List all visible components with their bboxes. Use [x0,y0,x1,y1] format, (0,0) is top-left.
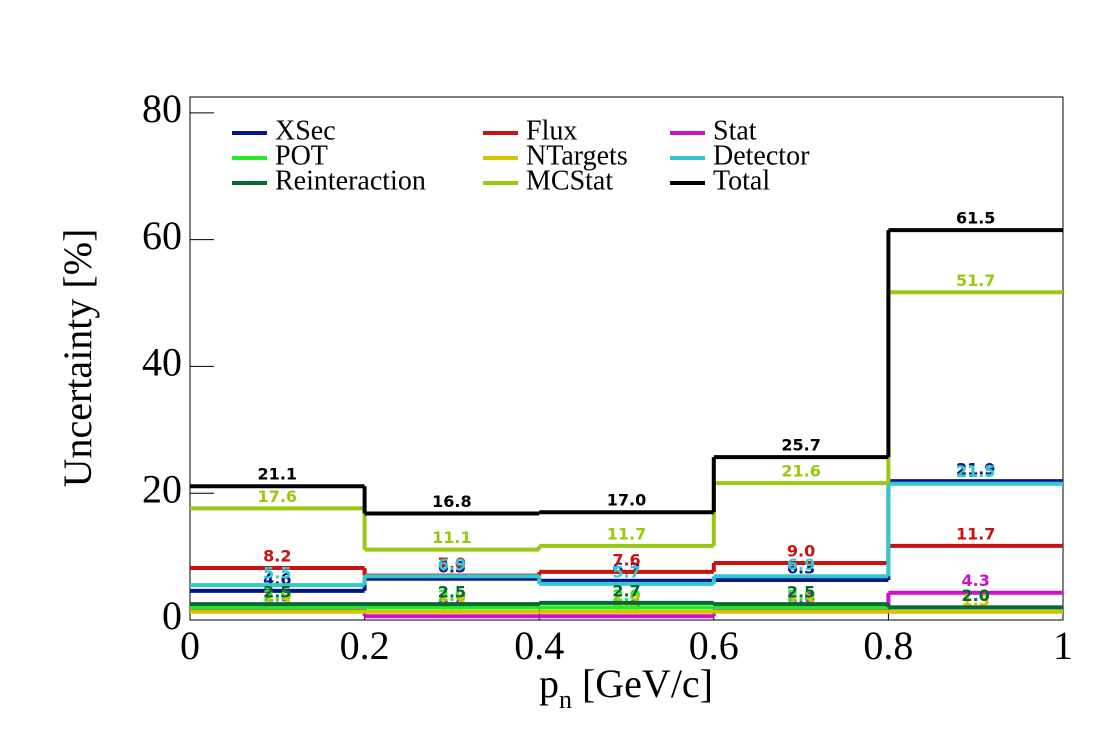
x-tick-label: 0.8 [863,623,913,668]
value-label: 11.7 [956,524,995,543]
x-label-main: p [539,661,559,706]
value-label: 8.2 [263,547,291,566]
y-tick-label: 0 [162,593,182,638]
x-label-sub: n [559,685,572,714]
y-axis-label: Uncertainty [%] [55,229,100,488]
legend-label: POT [275,140,328,171]
value-label: 21.5 [956,462,995,481]
legend-label: Flux [526,115,577,146]
value-label: 9.0 [787,541,815,560]
value-label: 21.9 [956,460,995,479]
value-label: 5.7 [612,562,640,581]
x-tick-label: 0 [180,623,200,668]
value-label: 6.9 [438,555,466,574]
value-label: 7.0 [438,554,466,573]
x-tick-label: 0.2 [340,623,390,668]
x-tick-label: 0.4 [514,623,564,668]
value-label: 5.5 [263,564,291,583]
value-label: 2.0 [263,586,291,605]
value-label: 2.5 [787,583,815,602]
x-tick-label: 1 [1053,623,1073,668]
x-label-rest: [GeV/c] [572,661,713,706]
value-label: 2.0 [438,586,466,605]
value-label: 21.1 [258,465,297,484]
y-tick-label: 40 [142,340,182,385]
legend-label: Reinteraction [275,165,426,196]
legend-label: NTargets [526,140,628,171]
y-tick-label: 80 [142,86,182,131]
value-label: 16.8 [432,492,471,511]
value-label: 1.9 [263,586,291,605]
value-label: 4.3 [962,571,990,590]
y-tick-label: 60 [142,213,182,258]
value-label: 11.7 [607,524,646,543]
value-label: 2.7 [612,581,640,600]
legend-label: MCStat [526,165,613,196]
value-label: 17.0 [607,491,646,510]
legend-label: XSec [275,115,336,146]
value-label: 2.5 [263,583,291,602]
value-label: 21.6 [781,462,820,481]
value-label: 2.0 [787,586,815,605]
legend-label: Detector [713,140,810,171]
value-label: 1.3 [962,590,990,609]
legend-label: Stat [713,115,757,146]
legend-label: Total [713,165,770,196]
value-label: 51.7 [956,271,995,290]
value-label: 7.6 [612,550,640,569]
value-label: 2.5 [438,583,466,602]
y-tick-label: 20 [142,466,182,511]
value-label: 6.5 [438,557,466,576]
value-label: 2.0 [962,586,990,605]
value-label: 25.7 [781,436,820,455]
value-label: 2.0 [612,586,640,605]
plot-frame [189,96,1064,621]
x-axis-label: pn [GeV/c] [539,661,713,714]
x-tick-label: 0.6 [689,623,739,668]
value-label: 2.0 [962,586,990,605]
value-label: 6.9 [787,555,815,574]
value-label: 61.5 [956,209,995,228]
value-label: 11.1 [432,528,471,547]
value-label: 17.6 [258,487,297,506]
